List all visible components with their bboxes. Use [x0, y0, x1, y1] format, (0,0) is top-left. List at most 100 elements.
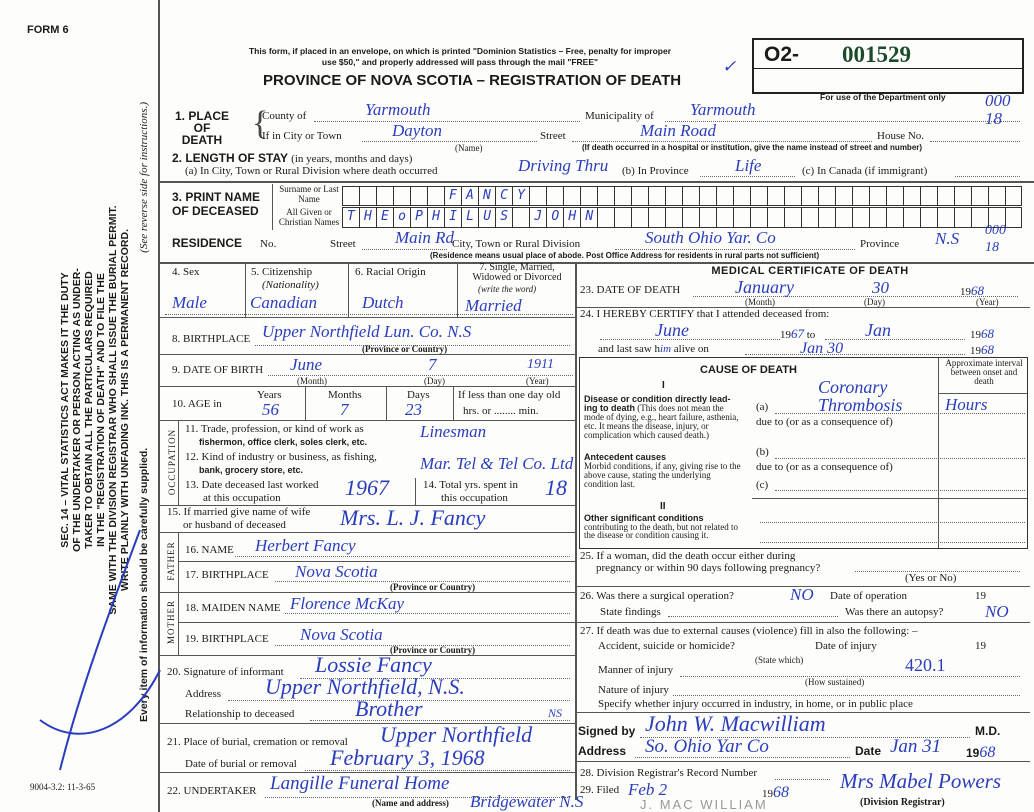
occupation-side-divider: [178, 420, 179, 505]
residence-province-value: N.S: [935, 229, 960, 248]
mother-name-value: Florence McKay: [290, 594, 405, 613]
signed-date-value: Jan 31: [890, 736, 942, 757]
nature-field[interactable]: [673, 695, 1020, 696]
physician-address-field[interactable]: [635, 757, 850, 758]
other-conditions-field[interactable]: [760, 522, 1025, 523]
last-saw-field[interactable]: [745, 354, 965, 355]
dob-field[interactable]: [268, 375, 573, 376]
row-divider: [160, 317, 575, 318]
due-to-label: due to (or as a consequence of): [756, 416, 893, 428]
signed-by-field[interactable]: [640, 737, 970, 738]
check-mark: ✓: [722, 57, 737, 76]
county-label: County of: [262, 110, 307, 122]
residence-street-field[interactable]: [362, 249, 447, 250]
father-name-label: 16. NAME: [185, 544, 234, 556]
father-name-field[interactable]: [235, 556, 570, 557]
findings-field[interactable]: [668, 616, 838, 617]
father-birthplace-field[interactable]: [275, 581, 570, 582]
street-value: Main Road: [640, 121, 717, 140]
stay-province-value: Life: [735, 156, 762, 175]
due-to-label: due to (or as a consequence of): [756, 461, 893, 473]
mother-birthplace-field[interactable]: [275, 645, 570, 646]
to-label: to: [806, 329, 816, 341]
less-than-day-label: If less than one day old: [458, 389, 561, 401]
surname-label: Surname or Last Name: [279, 184, 339, 204]
attended-from-field[interactable]: [600, 339, 780, 340]
informant-address-field[interactable]: [228, 700, 570, 701]
mother-name-field[interactable]: [285, 613, 570, 614]
year-prefix: 19: [780, 329, 791, 341]
county-field[interactable]: [314, 121, 580, 122]
attended-to-year-value: 68: [981, 326, 994, 341]
pregnancy-field[interactable]: [855, 571, 1020, 572]
other-conditions-text: contributing to the death, but not relat…: [584, 521, 738, 540]
stay-province-field[interactable]: [700, 176, 795, 177]
row-divider: [575, 307, 1030, 308]
other-conditions-field[interactable]: [760, 542, 1025, 543]
county-value: Yarmouth: [365, 100, 431, 119]
attended-to-field[interactable]: [825, 339, 965, 340]
given-names-value: THEoPHILUS JOHN: [347, 209, 603, 224]
trade-label-line: fishermon, office clerk, soles clerk, et…: [199, 437, 368, 447]
cause-a-value: Coronary Thrombosis: [818, 377, 903, 415]
injury-year-prefix: 19: [975, 640, 986, 652]
print-code: 9004-3.2: 11-3-65: [30, 782, 96, 792]
part-2-label: II: [660, 501, 666, 512]
signed-year: 1968: [966, 744, 995, 762]
last-saw-date-value: Jan 30: [800, 340, 844, 357]
record-number-field[interactable]: [775, 779, 830, 780]
surname-grid-input[interactable]: FANCY: [342, 186, 1022, 206]
informant-field[interactable]: [300, 678, 570, 679]
residence-street-label: Street: [330, 238, 356, 250]
sex-label: 4. Sex: [172, 266, 200, 278]
external-causes-label: 27. If death was due to external causes …: [580, 625, 918, 637]
city-field[interactable]: [362, 141, 537, 142]
cause-c-field[interactable]: [775, 490, 1025, 491]
attended-to-month: Jan: [865, 320, 891, 340]
attended-from-year-value: 67: [791, 326, 804, 341]
signed-by-label: Signed by: [578, 724, 636, 738]
house-no-field[interactable]: [930, 141, 1020, 142]
hrs-min-field[interactable]: hrs. or ........ min.: [463, 405, 539, 417]
stay-canada-field[interactable]: [955, 176, 1020, 177]
cause-b-field[interactable]: [775, 458, 1025, 459]
physician-signature: John W. Macwilliam: [645, 711, 826, 736]
last-worked-label-line: 13. Date deceased last worked: [185, 479, 319, 491]
death-date-field[interactable]: [693, 296, 1018, 297]
street-field[interactable]: [572, 141, 872, 142]
birthplace-field[interactable]: [255, 345, 570, 346]
pregnancy-label-line: pregnancy or within 90 days following pr…: [596, 562, 821, 574]
other-conditions-heading: Other significant conditions: [584, 513, 704, 523]
dob-month-value: June: [290, 355, 323, 374]
place-of-death-label: 1. PLACE OF DEATH: [174, 109, 229, 147]
residence-city-field[interactable]: [615, 249, 855, 250]
dob-label: 9. DATE OF BIRTH: [172, 364, 264, 376]
residence-code: 000 18: [985, 223, 1006, 255]
row-divider: [178, 561, 575, 562]
attended-to-year: 1968: [970, 326, 994, 342]
last-saw-year: 1968: [970, 342, 994, 358]
spouse-label: 15. If married give name of wife or husba…: [167, 506, 310, 532]
dob-day-value: 7: [428, 355, 437, 374]
cause-a-field[interactable]: [775, 413, 1025, 414]
residence-label: RESIDENCE: [172, 236, 243, 250]
given-names-grid-input[interactable]: THEoPHILUS JOHN: [342, 207, 1022, 228]
undertaker-field[interactable]: [265, 797, 570, 798]
alive-on-text: alive on: [673, 343, 709, 355]
industry-value: Mar. Tel & Tel Co. Ltd: [420, 454, 574, 473]
stay-city-value: Driving Thru: [518, 156, 609, 175]
father-side-label: FATHER: [166, 541, 176, 581]
row-divider: [160, 354, 575, 355]
municipality-field[interactable]: [665, 121, 1020, 122]
manner-field[interactable]: [680, 676, 1020, 677]
box-divider: [754, 68, 1022, 69]
operation-year-prefix: 19: [975, 590, 986, 602]
birthplace-province-hint: (Province or Country): [362, 344, 448, 354]
burial-date-field[interactable]: [305, 770, 570, 771]
relationship-field[interactable]: [310, 720, 570, 721]
direct-cause-heading: Disease or condition directly lead-ing t…: [584, 394, 731, 413]
row-divider: [575, 622, 1030, 623]
row-divider: [575, 761, 1030, 762]
cell-divider: [453, 386, 454, 420]
